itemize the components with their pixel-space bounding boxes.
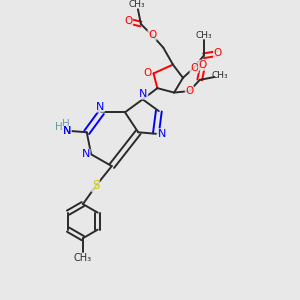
Text: CH₃: CH₃: [129, 0, 145, 9]
Text: O: O: [214, 48, 222, 59]
Text: O: O: [124, 16, 133, 26]
Text: O: O: [199, 60, 207, 70]
Text: N: N: [96, 102, 104, 112]
Text: S: S: [92, 179, 99, 192]
Text: O: O: [185, 86, 194, 96]
Text: O: O: [148, 30, 156, 40]
Text: N: N: [158, 129, 166, 139]
Text: N: N: [63, 126, 71, 136]
Text: CH₃: CH₃: [74, 253, 92, 262]
Text: N: N: [82, 149, 90, 159]
Text: H: H: [62, 119, 70, 129]
Text: N: N: [139, 89, 148, 99]
Text: O: O: [190, 63, 198, 73]
Text: H: H: [55, 122, 63, 132]
Text: O: O: [143, 68, 151, 78]
Text: CH₃: CH₃: [211, 71, 228, 80]
Text: CH₃: CH₃: [195, 31, 212, 40]
Text: N: N: [63, 126, 71, 136]
